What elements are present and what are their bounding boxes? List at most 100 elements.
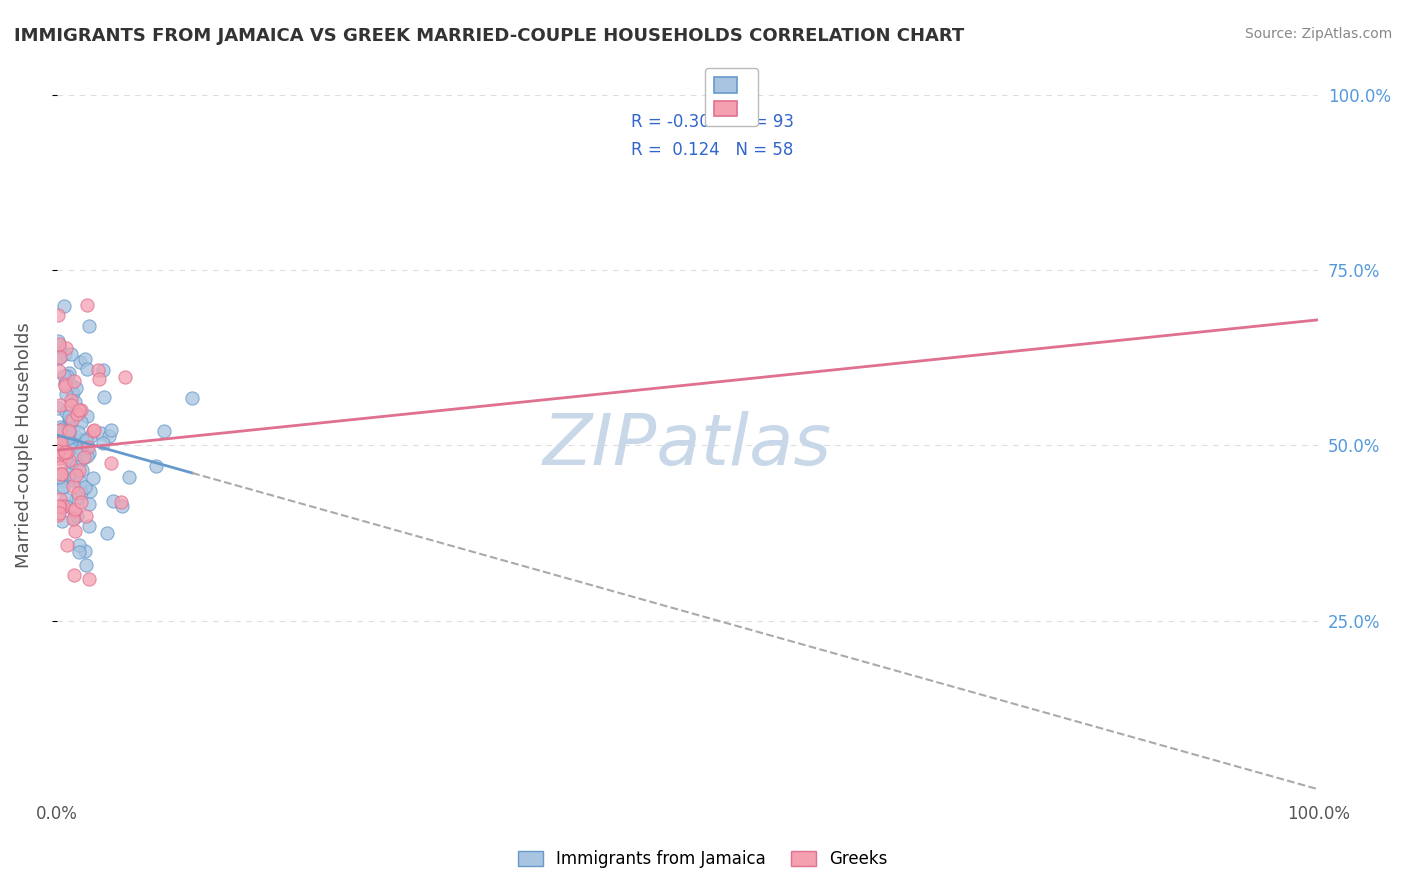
Point — [110, 494, 132, 508]
Point — [48, 339, 70, 353]
Point — [70, 495, 93, 509]
Point — [86, 362, 108, 376]
Point — [67, 402, 90, 417]
Point — [62, 470, 84, 484]
Point — [49, 460, 72, 475]
Point — [65, 467, 87, 482]
Point — [46, 508, 69, 522]
Point — [89, 371, 111, 385]
Legend: Immigrants from Jamaica, Greeks: Immigrants from Jamaica, Greeks — [512, 844, 894, 875]
Point — [76, 361, 98, 376]
Point — [152, 424, 174, 438]
Point — [77, 518, 100, 533]
Point — [49, 351, 72, 365]
Point — [59, 442, 82, 456]
Point — [52, 500, 75, 514]
Point — [52, 475, 75, 489]
Point — [63, 395, 86, 409]
Point — [101, 493, 124, 508]
Point — [59, 347, 82, 361]
Text: Source: ZipAtlas.com: Source: ZipAtlas.com — [1244, 27, 1392, 41]
Point — [62, 512, 84, 526]
Point — [58, 425, 80, 439]
Point — [67, 545, 90, 559]
Point — [55, 491, 77, 506]
Point — [66, 408, 89, 422]
Point — [48, 420, 70, 434]
Point — [58, 424, 80, 438]
Point — [48, 506, 70, 520]
Point — [70, 451, 93, 466]
Point — [77, 440, 100, 454]
Text: R = -0.307   N = 93: R = -0.307 N = 93 — [631, 112, 793, 131]
Point — [48, 499, 70, 513]
Point — [55, 428, 77, 442]
Point — [49, 443, 72, 458]
Point — [53, 377, 76, 392]
Point — [59, 462, 82, 476]
Point — [91, 436, 114, 450]
Point — [48, 470, 70, 484]
Point — [70, 415, 93, 429]
Point — [46, 401, 69, 415]
Point — [79, 430, 101, 444]
Point — [52, 299, 75, 313]
Point — [56, 423, 79, 437]
Point — [70, 463, 93, 477]
Point — [72, 450, 94, 464]
Point — [77, 497, 100, 511]
Point — [52, 480, 75, 494]
Point — [100, 423, 122, 437]
Point — [55, 499, 77, 513]
Point — [66, 447, 89, 461]
Point — [63, 511, 86, 525]
Point — [100, 456, 122, 470]
Legend: , : , — [704, 68, 758, 126]
Point — [65, 501, 87, 516]
Point — [60, 398, 83, 412]
Point — [55, 387, 77, 401]
Point — [56, 369, 79, 384]
Point — [46, 308, 69, 322]
Point — [67, 486, 90, 500]
Point — [83, 423, 105, 437]
Point — [93, 390, 115, 404]
Point — [49, 424, 72, 438]
Point — [48, 398, 70, 412]
Point — [59, 415, 82, 429]
Point — [73, 544, 96, 558]
Point — [58, 409, 80, 423]
Point — [58, 366, 80, 380]
Point — [59, 412, 82, 426]
Point — [90, 426, 112, 441]
Point — [49, 467, 72, 481]
Point — [48, 435, 70, 450]
Point — [77, 572, 100, 586]
Point — [67, 463, 90, 477]
Point — [76, 409, 98, 424]
Point — [111, 499, 134, 513]
Point — [51, 481, 73, 495]
Point — [58, 413, 80, 427]
Point — [65, 491, 87, 506]
Point — [75, 558, 97, 572]
Point — [53, 445, 76, 459]
Point — [98, 429, 121, 443]
Point — [48, 364, 70, 378]
Point — [77, 446, 100, 460]
Point — [46, 425, 69, 439]
Point — [59, 412, 82, 426]
Point — [69, 355, 91, 369]
Point — [62, 568, 84, 582]
Point — [60, 393, 83, 408]
Point — [48, 450, 70, 465]
Point — [82, 471, 104, 485]
Point — [53, 347, 76, 361]
Point — [145, 458, 167, 473]
Point — [55, 405, 77, 419]
Point — [75, 480, 97, 494]
Point — [46, 334, 69, 348]
Point — [75, 509, 97, 524]
Point — [56, 450, 79, 465]
Point — [49, 500, 72, 514]
